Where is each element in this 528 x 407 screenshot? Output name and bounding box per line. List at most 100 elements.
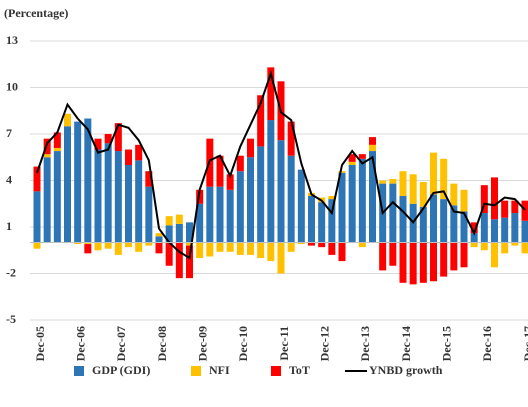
y-tick-label: -5 (6, 312, 16, 326)
x-tick-label: Dec-14 (399, 326, 413, 361)
bar-segment (175, 214, 183, 224)
bar-segment (430, 194, 437, 243)
bar-segment (155, 233, 163, 237)
bar-segment (399, 171, 407, 196)
x-tick-label: Dec-11 (277, 326, 291, 361)
bar-segment (125, 242, 132, 248)
x-tick-label: Dec-15 (439, 326, 453, 361)
bar-segment (175, 223, 183, 243)
bar-segment (318, 242, 326, 248)
bar-segment (33, 166, 41, 192)
bar-segment (125, 165, 132, 243)
bar-segment (450, 242, 458, 271)
bar-segment (216, 242, 224, 252)
x-tick-label: Dec-17 (521, 326, 528, 361)
bar-segment (53, 132, 61, 148)
line-series (36, 70, 526, 260)
bar-segment (206, 242, 214, 257)
bar-segment (43, 157, 51, 243)
bar-segment (135, 144, 143, 161)
bar-segment (84, 244, 92, 254)
bar-segment (145, 171, 153, 187)
bar-segment (419, 206, 427, 243)
x-tick-label: Dec-08 (155, 326, 169, 361)
bar-segment (389, 242, 397, 266)
bar-segment (491, 219, 498, 243)
bar-segment (511, 213, 519, 243)
bar-segment (186, 242, 193, 246)
bar-segment (328, 196, 336, 200)
bar-segment (470, 233, 478, 243)
bar-segment (236, 155, 244, 172)
bar-segment (135, 160, 143, 243)
bar-segment (348, 161, 356, 165)
bar-segment (470, 242, 478, 248)
bar-segment (216, 155, 224, 187)
bar-segment (358, 242, 366, 248)
bar-segment (155, 236, 163, 243)
bar-segment (267, 67, 275, 121)
bar-segment (308, 196, 315, 243)
bar-segment (104, 134, 112, 144)
x-tick-label: Dec-12 (317, 326, 331, 361)
bar-segment (257, 95, 265, 147)
bar-segment (328, 199, 336, 243)
legend-swatch (191, 366, 201, 376)
bar-segment (277, 140, 285, 243)
bar-segment (511, 242, 519, 246)
bar-segment (450, 183, 458, 206)
legend-label: ToT (289, 363, 310, 377)
legend-label: YNBD growth (369, 363, 443, 377)
legend-label: NFI (209, 363, 230, 377)
bar-segment (480, 185, 488, 214)
bar-segment (226, 174, 234, 190)
bar-segment (226, 189, 234, 243)
x-tick-label: Dec-06 (73, 326, 87, 361)
bar-segment (521, 220, 528, 243)
bar-segment (267, 120, 275, 243)
bar-segment (501, 242, 509, 254)
bar-segment (267, 242, 275, 262)
bar-segment (165, 216, 173, 226)
bar-segment (186, 245, 193, 279)
bar-segment (287, 121, 295, 156)
y-tick-label: -2 (6, 265, 16, 279)
bar-segment (419, 182, 427, 207)
y-tick-label: 10 (6, 79, 18, 93)
bar-segment (247, 138, 254, 158)
bar-segment (43, 138, 51, 155)
bar-segment (104, 242, 112, 249)
bar-segment (389, 178, 397, 184)
bar-segment (318, 202, 326, 243)
bar-segment (409, 174, 417, 204)
bar-segment (257, 146, 265, 243)
bar-segment (135, 242, 143, 252)
y-tick-label: 13 (6, 33, 18, 47)
bar-segment (338, 171, 346, 173)
bar-segment (409, 242, 417, 285)
bar-segment (145, 242, 153, 246)
bar-segment (460, 242, 468, 268)
bar-segment (216, 186, 224, 243)
bar-segment (399, 196, 407, 243)
bar-segment (94, 242, 102, 251)
x-tick-label: Dec-09 (195, 326, 209, 361)
bar-segment (419, 242, 427, 283)
bar-segment (369, 137, 376, 145)
bar-segment (64, 113, 71, 127)
bar-segment (480, 213, 488, 243)
bar-segment (74, 242, 82, 245)
bar-segment (348, 154, 356, 162)
bar-segment (287, 242, 295, 252)
bar-segment (430, 152, 437, 195)
bar-segment (480, 242, 488, 251)
bar-segment (338, 172, 346, 243)
bar-segment (247, 242, 254, 255)
bar-segment (114, 151, 122, 243)
bar-segment (33, 242, 41, 249)
bar-segment (257, 242, 265, 258)
bar-segment (399, 242, 407, 283)
bar-segment (338, 242, 346, 262)
bar-segment (43, 154, 51, 158)
